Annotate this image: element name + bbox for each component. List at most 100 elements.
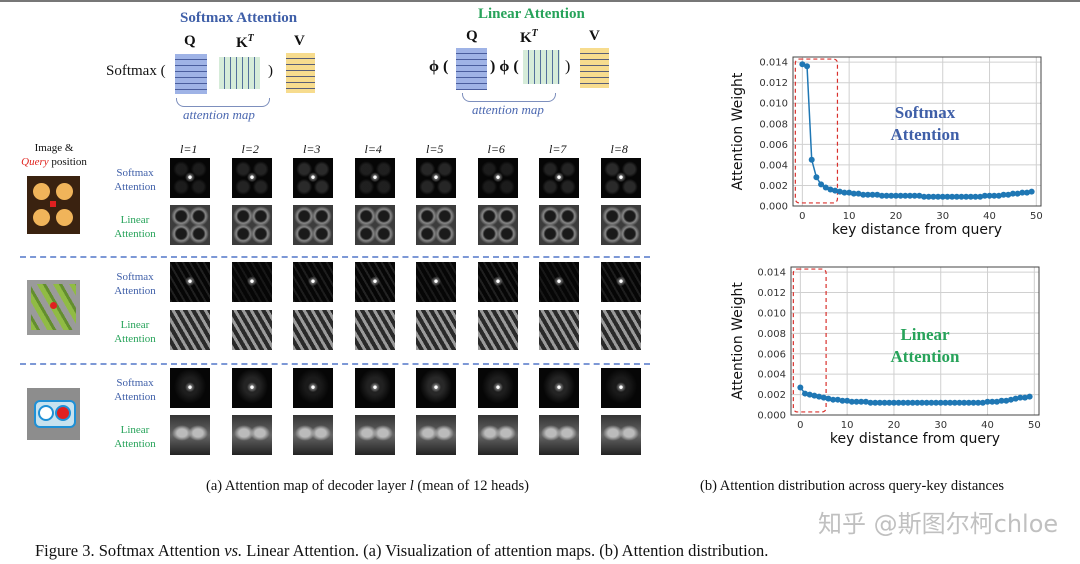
subcaption-a-var: l bbox=[409, 478, 414, 494]
linear-attention-map-tile bbox=[293, 415, 333, 455]
linear-attention-map-tile bbox=[539, 415, 579, 455]
highlight-box bbox=[792, 268, 827, 413]
row-label-line: Attention bbox=[114, 228, 156, 240]
data-point bbox=[993, 398, 1000, 405]
data-point bbox=[1000, 191, 1007, 198]
linear-distance-chart: 0 10 20 30 40 50 0.000 0.002 0.004 0.006 0.008 0.01… bbox=[730, 266, 1041, 447]
data-point bbox=[967, 193, 974, 200]
linear-attention-map-tile bbox=[231, 205, 272, 245]
data-point bbox=[975, 399, 982, 406]
data-point bbox=[1007, 396, 1014, 403]
softmax-attention-map-tile bbox=[600, 158, 641, 198]
caption-vs: vs. bbox=[224, 541, 243, 560]
data-point bbox=[904, 399, 911, 406]
y-tick-label: 0.000 bbox=[757, 411, 786, 422]
y-tick-label: 0.006 bbox=[757, 349, 786, 360]
softmax-diagram-title: Softmax Attention bbox=[180, 10, 298, 26]
plot-frame bbox=[790, 266, 1040, 416]
linear-attention-map-tile bbox=[416, 310, 456, 350]
data-point bbox=[923, 399, 930, 406]
row-label-line: Attention bbox=[114, 391, 156, 403]
k-matrix-icon bbox=[219, 57, 260, 89]
data-point bbox=[869, 191, 876, 198]
column-label-layer: l=4 bbox=[364, 142, 382, 156]
y-tick-label: 0.000 bbox=[759, 202, 788, 213]
data-point bbox=[995, 192, 1002, 199]
data-point bbox=[930, 193, 937, 200]
softmax-attention-map-tile bbox=[293, 262, 333, 302]
data-point bbox=[1005, 191, 1012, 198]
group-divider bbox=[20, 256, 650, 258]
data-point bbox=[981, 192, 988, 199]
y-tick-label: 0.004 bbox=[759, 160, 788, 171]
phi-k-matrix-icon bbox=[523, 50, 560, 84]
attention-map-brace bbox=[176, 98, 270, 107]
column-label-layer: l=7 bbox=[549, 142, 567, 156]
linear-attention-map-label: attention map bbox=[472, 102, 544, 117]
x-tick-label: 50 bbox=[1030, 211, 1043, 222]
data-point bbox=[1019, 189, 1026, 196]
linear-attention-map-tile bbox=[231, 415, 272, 455]
data-point bbox=[834, 396, 841, 403]
data-point bbox=[961, 399, 968, 406]
phi-symbol: ϕ bbox=[499, 58, 510, 75]
data-point bbox=[935, 193, 942, 200]
caption-part1: Figure 3. Softmax Attention bbox=[35, 541, 225, 560]
data-point bbox=[965, 399, 972, 406]
data-point bbox=[1012, 395, 1019, 402]
softmax-attention-map-tile bbox=[354, 262, 395, 302]
x-tick-label: 30 bbox=[936, 211, 949, 222]
data-point bbox=[832, 187, 839, 194]
column-label-layer: l=2 bbox=[241, 142, 259, 156]
chart-annotation: Attention bbox=[891, 347, 960, 366]
data-point bbox=[802, 390, 809, 397]
column-label-layer: l=6 bbox=[487, 142, 505, 156]
softmax-v-label: V bbox=[294, 33, 305, 49]
linear-attention-map-tile bbox=[354, 310, 395, 350]
linear-attention-map-tile bbox=[477, 205, 518, 245]
x-tick-label: 0 bbox=[799, 211, 805, 222]
data-point bbox=[853, 398, 860, 405]
data-point bbox=[921, 193, 928, 200]
data-point bbox=[858, 398, 865, 405]
linear-attention-map-tile bbox=[354, 205, 395, 245]
softmax-k-label: KT bbox=[236, 33, 254, 52]
close-paren: ) bbox=[490, 58, 496, 75]
data-point bbox=[963, 193, 970, 200]
softmax-attention-map-tile bbox=[477, 368, 518, 408]
data-point bbox=[806, 391, 813, 398]
x-tick-label: 30 bbox=[934, 420, 947, 431]
linear-attention-map-tile bbox=[477, 415, 518, 455]
softmax-q-label: Q bbox=[184, 33, 196, 49]
watermark: 知乎 @斯图尔柯chloe bbox=[818, 510, 1059, 538]
data-point bbox=[984, 398, 991, 405]
data-point bbox=[797, 384, 804, 391]
data-point bbox=[816, 393, 823, 400]
data-point bbox=[937, 399, 944, 406]
linear-row-label: Linear Attention bbox=[104, 318, 166, 346]
data-point bbox=[928, 399, 935, 406]
data-point bbox=[1023, 189, 1030, 196]
y-tick-label: 0.012 bbox=[757, 288, 786, 299]
row-label-line: Linear bbox=[120, 214, 150, 226]
x-tick-label: 10 bbox=[841, 420, 854, 431]
query-image-1 bbox=[27, 176, 80, 234]
data-point bbox=[864, 191, 871, 198]
softmax-attention-map-tile bbox=[354, 158, 395, 198]
k-letter: K bbox=[236, 35, 248, 51]
data-point bbox=[972, 193, 979, 200]
softmax-attention-map-tile bbox=[600, 262, 641, 302]
y-tick-label: 0.014 bbox=[759, 58, 788, 69]
data-point bbox=[881, 399, 888, 406]
y-tick-label: 0.002 bbox=[757, 390, 786, 401]
header-line1: Image & bbox=[34, 142, 74, 154]
column-label-layer: l=3 bbox=[303, 142, 321, 156]
softmax-attention-map-tile bbox=[416, 368, 456, 408]
attention-map-brace bbox=[462, 93, 556, 102]
data-point bbox=[820, 394, 827, 401]
open-paren: ( bbox=[442, 58, 449, 75]
y-tick-label: 0.014 bbox=[757, 268, 786, 279]
row-label-line: Softmax bbox=[116, 167, 154, 179]
data-point bbox=[818, 181, 825, 188]
